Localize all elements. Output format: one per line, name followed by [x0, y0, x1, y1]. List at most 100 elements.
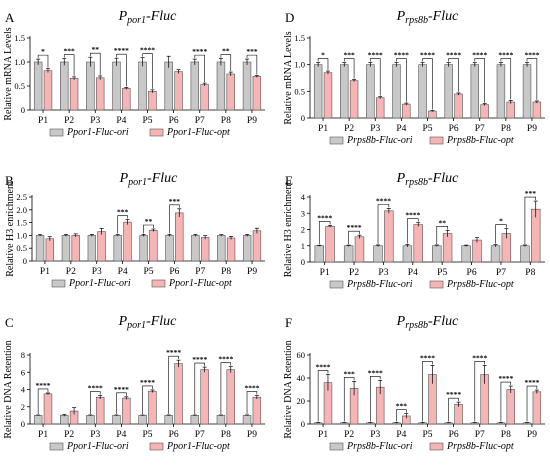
legend-label: Ppor1-Fluc-ori [68, 278, 131, 289]
significance-bracket [495, 224, 507, 244]
legend-label: Ppor1-Fluc-opt [168, 278, 232, 289]
bar [432, 245, 442, 263]
bar [413, 224, 423, 263]
bar [71, 235, 80, 262]
x-tick-label: P9 [527, 430, 537, 440]
bar [164, 61, 173, 111]
x-tick-label: P6 [169, 267, 179, 277]
y-axis-label: Relative DNA Retention [3, 340, 14, 438]
legend-label: Ppor1-Fluc-ori [66, 127, 129, 138]
x-tick-label: P9 [247, 267, 257, 277]
significance-label: **** [368, 51, 383, 60]
significance-bracket [343, 377, 355, 422]
bar [532, 101, 542, 119]
bar [418, 64, 427, 119]
legend-swatch [429, 442, 444, 451]
bar [340, 64, 349, 119]
bar [216, 415, 226, 425]
significance-bracket [169, 204, 180, 234]
x-tick-label: P8 [501, 124, 511, 134]
significance-label: *** [246, 47, 258, 56]
x-tick-label: P1 [318, 124, 328, 134]
x-tick-label: P3 [370, 124, 380, 134]
significance-label: *** [344, 369, 356, 378]
bar [226, 73, 235, 111]
significance-label: **** [498, 51, 513, 60]
x-tick-label: P1 [318, 430, 328, 440]
y-axis-label: Relative mRNA Levels [283, 31, 294, 124]
significance-label: **** [498, 374, 513, 383]
significance-label: **** [368, 368, 383, 377]
panel-letter: F [285, 315, 292, 330]
bar [112, 61, 121, 111]
bar [35, 235, 45, 262]
x-tick-label: P2 [344, 124, 354, 134]
bar [174, 71, 183, 111]
bar [200, 84, 209, 111]
significance-bracket [343, 58, 355, 79]
significance-bracket [407, 218, 419, 244]
x-tick-label: P9 [247, 116, 257, 126]
significance-bracket [448, 397, 459, 422]
bar [366, 64, 375, 119]
x-tick-label: P3 [378, 268, 388, 278]
bar [200, 369, 209, 425]
bar [86, 415, 95, 425]
panel-letter: B [5, 173, 14, 188]
bar [33, 415, 43, 425]
bar [191, 235, 200, 262]
y-tick-label: 20 [297, 396, 306, 406]
bar [43, 70, 53, 111]
significance-bracket [317, 58, 329, 71]
bar [325, 225, 335, 263]
bar [87, 235, 97, 262]
significance-label: *** [117, 208, 129, 217]
chart-title: Prps8b-Fluc [396, 314, 459, 331]
x-tick-label: P2 [64, 430, 74, 440]
significance-label: **** [317, 213, 332, 222]
significance-bracket [396, 409, 407, 422]
significance-label: * [321, 51, 325, 60]
bar [216, 61, 226, 111]
x-tick-label: P5 [143, 267, 153, 277]
x-tick-label: P7 [195, 430, 205, 440]
significance-label: **** [524, 51, 539, 60]
panel-letter: A [5, 10, 15, 25]
legend-swatch [49, 442, 64, 451]
legend-label: Prps8b-Fluc-ori [346, 441, 413, 452]
significance-bracket [117, 215, 128, 234]
significance-label: **** [88, 384, 103, 393]
y-axis-label: Relative mRNA Levels [3, 27, 14, 120]
chart-title: Ppor1-Fluc [118, 9, 178, 26]
bar [112, 415, 121, 425]
x-tick-label: P7 [496, 268, 506, 278]
x-tick-label: P6 [467, 268, 477, 278]
significance-bracket [220, 362, 232, 414]
x-tick-label: P4 [118, 267, 128, 277]
significance-label: *** [525, 189, 537, 198]
significance-label: *** [169, 197, 181, 206]
significance-label: **** [166, 348, 181, 357]
y-tick-label: 0.5 [294, 86, 305, 96]
x-tick-label: P7 [195, 267, 205, 277]
y-tick-label: 0 [21, 419, 25, 429]
x-tick-label: P4 [396, 124, 406, 134]
bar [43, 393, 53, 425]
significance-label: **** [244, 384, 259, 393]
y-tick-label: 0.5 [14, 81, 25, 91]
bar [123, 221, 132, 262]
significance-label: **** [218, 355, 233, 364]
significance-label: **** [472, 51, 487, 60]
significance-bracket [526, 385, 538, 422]
panel-letter: C [5, 315, 14, 330]
significance-label: **** [36, 381, 51, 390]
significance-bracket [448, 58, 459, 92]
y-tick-label: 1.0 [294, 60, 305, 70]
x-tick-label: P4 [116, 430, 126, 440]
significance-label: **** [114, 46, 129, 55]
bar [506, 389, 515, 425]
significance-bracket [194, 362, 205, 414]
legend-swatch [429, 136, 444, 145]
significance-bracket [142, 53, 153, 89]
